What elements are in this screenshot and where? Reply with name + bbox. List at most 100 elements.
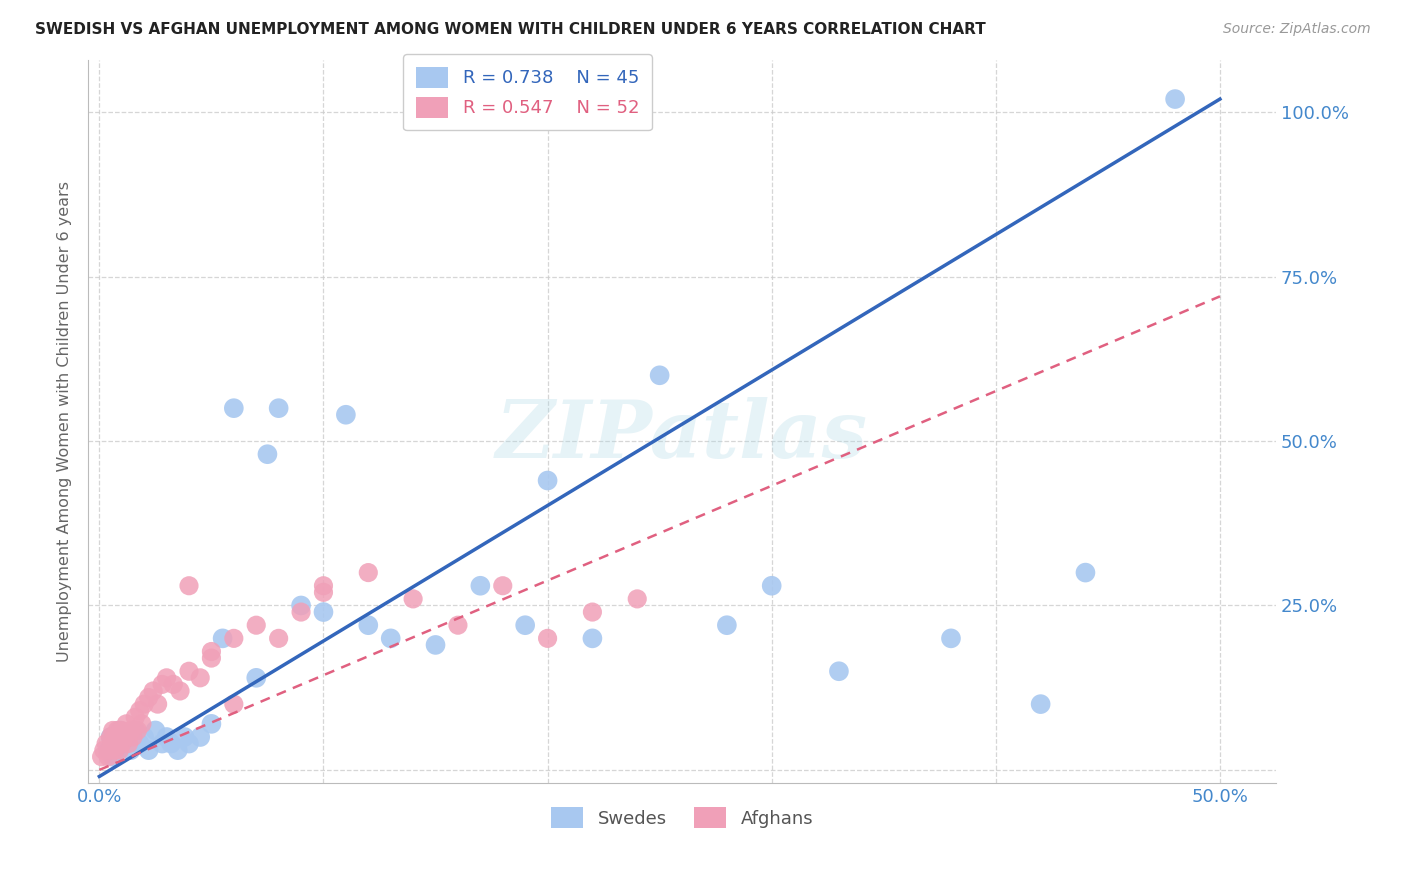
Point <box>581 605 603 619</box>
Point <box>108 730 131 744</box>
Point <box>245 671 267 685</box>
Point <box>128 737 150 751</box>
Point <box>188 671 211 685</box>
Point <box>111 723 134 738</box>
Point <box>111 737 134 751</box>
Text: SWEDISH VS AFGHAN UNEMPLOYMENT AMONG WOMEN WITH CHILDREN UNDER 6 YEARS CORRELATI: SWEDISH VS AFGHAN UNEMPLOYMENT AMONG WOM… <box>35 22 986 37</box>
Point <box>124 710 146 724</box>
Point <box>100 730 122 744</box>
Point <box>138 743 160 757</box>
Point <box>626 591 648 606</box>
Y-axis label: Unemployment Among Women with Children Under 6 years: Unemployment Among Women with Children U… <box>58 181 72 662</box>
Point <box>162 677 184 691</box>
Point <box>536 474 558 488</box>
Point <box>200 644 222 658</box>
Point <box>177 665 200 679</box>
Point <box>222 401 245 416</box>
Point <box>492 579 515 593</box>
Point <box>1164 92 1187 106</box>
Legend: Swedes, Afghans: Swedes, Afghans <box>544 800 821 836</box>
Point <box>200 716 222 731</box>
Point <box>335 408 357 422</box>
Text: Source: ZipAtlas.com: Source: ZipAtlas.com <box>1223 22 1371 37</box>
Point <box>117 737 139 751</box>
Text: ZIPatlas: ZIPatlas <box>496 397 868 475</box>
Point <box>425 638 447 652</box>
Point <box>131 716 153 731</box>
Point <box>256 447 278 461</box>
Point <box>160 737 183 751</box>
Point <box>470 579 492 593</box>
Point <box>380 632 402 646</box>
Point <box>134 730 156 744</box>
Point <box>357 618 380 632</box>
Point <box>112 730 135 744</box>
Point <box>222 632 245 646</box>
Point <box>105 737 128 751</box>
Point <box>402 591 425 606</box>
Point <box>211 632 233 646</box>
Point <box>312 605 335 619</box>
Point <box>267 632 290 646</box>
Point <box>290 605 312 619</box>
Point <box>100 730 122 744</box>
Point <box>134 697 156 711</box>
Point <box>145 723 167 738</box>
Point <box>101 737 124 751</box>
Point <box>581 632 603 646</box>
Point <box>648 368 671 383</box>
Point <box>101 723 124 738</box>
Point <box>138 690 160 705</box>
Point <box>115 716 138 731</box>
Point <box>515 618 537 632</box>
Point <box>166 743 188 757</box>
Point <box>104 737 127 751</box>
Point <box>104 730 127 744</box>
Point <box>104 743 127 757</box>
Point <box>188 730 211 744</box>
Point <box>222 697 245 711</box>
Point <box>290 599 312 613</box>
Point <box>312 579 335 593</box>
Point <box>200 651 222 665</box>
Point <box>120 723 142 738</box>
Point <box>536 632 558 646</box>
Point <box>90 749 112 764</box>
Point <box>150 677 173 691</box>
Point <box>1074 566 1097 580</box>
Point <box>94 737 117 751</box>
Point <box>312 585 335 599</box>
Point <box>97 749 120 764</box>
Point <box>122 730 145 744</box>
Point <box>115 730 138 744</box>
Point <box>1029 697 1052 711</box>
Point <box>128 704 150 718</box>
Point <box>761 579 783 593</box>
Point <box>177 737 200 751</box>
Point <box>939 632 962 646</box>
Point <box>447 618 470 632</box>
Point <box>111 737 134 751</box>
Point <box>716 618 738 632</box>
Point <box>245 618 267 632</box>
Point <box>155 730 177 744</box>
Point <box>828 665 851 679</box>
Point <box>108 723 131 738</box>
Point <box>100 743 122 757</box>
Point <box>173 730 195 744</box>
Point <box>101 749 124 764</box>
Point <box>124 723 146 738</box>
Point <box>146 697 169 711</box>
Point <box>150 737 173 751</box>
Point <box>267 401 290 416</box>
Point <box>93 743 115 757</box>
Point <box>97 743 120 757</box>
Point <box>108 743 131 757</box>
Point <box>127 723 149 738</box>
Point <box>177 579 200 593</box>
Point <box>142 684 165 698</box>
Point <box>357 566 380 580</box>
Point <box>105 723 128 738</box>
Point <box>155 671 177 685</box>
Point <box>105 743 128 757</box>
